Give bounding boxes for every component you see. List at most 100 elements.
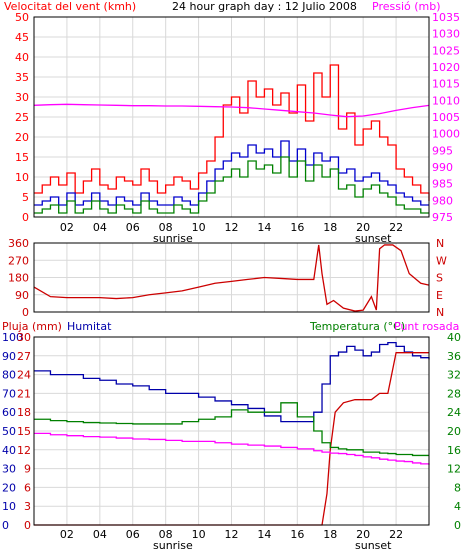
hour-tick-label: 02 [60,528,74,541]
wind-avg-line [34,140,429,206]
hour-tick-label: 04 [93,221,107,234]
pressure-tick-label: 1020 [432,61,460,74]
direction-tick-label: 0 [22,306,29,319]
hour-tick-label: 12 [225,528,239,541]
humidity-tick-label: 100 [2,331,23,344]
humidity-tick-label: 70 [2,387,16,400]
rain-tick-label: 0 [24,519,31,532]
compass-letter: W [436,254,447,267]
pressure-tick-label: 1035 [432,11,460,24]
pressure-tick-label: 1000 [432,128,460,141]
humidity-tick-label: 10 [2,500,16,513]
panel2-degree-ticks: 360 270 180 90 0 [8,237,29,319]
pressure-tick-label: 975 [432,211,453,224]
humidity-tick-label: 80 [2,369,16,382]
rain-tick-label: 27 [17,350,31,363]
temperature-tick-label: 0 [454,519,461,532]
wind-tick-label: 5 [22,191,29,204]
wind-tick-label: 45 [15,31,29,44]
temperature-line [34,402,429,457]
temperature-tick-label: 4 [454,500,461,513]
wind-tick-label: 10 [15,171,29,184]
pressure-tick-label: 990 [432,161,453,174]
panel1-series [33,64,430,214]
hour-tick-label: 22 [389,221,403,234]
humidity-tick-label: 50 [2,425,16,438]
hour-tick-label: 14 [257,528,271,541]
hour-tick-label: 10 [192,221,206,234]
panel3-frame [33,336,430,526]
rain-tick-label: 24 [17,369,31,382]
chart-title: 24 hour graph day : 12 Julio 2008 [172,0,357,13]
hour-tick-label: 04 [93,528,107,541]
panel1-frame [33,16,430,218]
humidity-tick-label: 20 [2,481,16,494]
humidity-label: Humitat [67,320,112,333]
wind-tick-label: 25 [15,111,29,124]
dewpoint-line [34,432,430,465]
pressure-tick-label: 980 [432,194,453,207]
pressure-tick-label: 985 [432,178,453,191]
panel1-wind-ticks: 0 5 10 15 20 25 30 35 40 45 50 [15,11,29,224]
wind-tick-label: 40 [15,51,29,64]
wind-direction-line [33,244,430,312]
hour-tick-label: 16 [290,528,304,541]
temperature-tick-label: 16 [447,444,461,457]
sunrise-label-3: sunrise [153,539,193,552]
temperature-label: Temperatura (°C) [309,320,405,333]
hour-tick-label: 20 [356,221,370,234]
hour-tick-label: 20 [356,528,370,541]
pressure-tick-label: 1005 [432,111,460,124]
temperature-tick-label: 12 [447,463,461,476]
temperature-tick-label: 20 [447,425,461,438]
temperature-tick-label: 36 [447,350,461,363]
pressure-tick-label: 995 [432,144,453,157]
pressure-label: Pressió (mb) [372,0,441,13]
rain-tick-label: 21 [17,387,31,400]
sunset-label-1: sunset [355,232,392,245]
rain-tick-label: 12 [17,444,31,457]
hour-tick-label: 14 [257,221,271,234]
pressure-tick-label: 1010 [432,94,460,107]
pressure-tick-label: 1030 [432,28,460,41]
panel3-hour-ticks: 02 04 06 08 10 12 14 16 18 20 22 [60,528,403,541]
temperature-tick-label: 8 [454,481,461,494]
wind-tick-label: 50 [15,11,29,24]
temperature-tick-label: 24 [447,406,461,419]
hour-tick-label: 22 [389,528,403,541]
direction-tick-label: 180 [8,272,29,285]
direction-tick-label: 270 [8,254,29,267]
humidity-tick-label: 0 [2,519,9,532]
sunset-label-3: sunset [355,539,392,552]
hour-tick-label: 06 [126,221,140,234]
hour-tick-label: 12 [225,221,239,234]
rain-label: Pluja (mm) [2,320,62,333]
panel2-series [33,244,430,312]
hour-tick-label: 08 [159,221,173,234]
rain-tick-label: 15 [17,425,31,438]
temperature-tick-label: 32 [447,369,461,382]
panel2-frame [33,242,430,313]
wind-tick-label: 15 [15,151,29,164]
pressure-tick-label: 1015 [432,78,460,91]
hour-tick-label: 10 [192,528,206,541]
direction-tick-label: 360 [8,237,29,250]
wind-gust-line [34,64,430,201]
wind-low-line [34,156,429,214]
sunrise-label-1: sunrise [153,232,193,245]
dewpoint-label: Punt rosada [394,320,459,333]
compass-letter: N [436,237,444,250]
compass-letter: E [436,289,443,302]
hour-tick-label: 06 [126,528,140,541]
rain-tick-label: 3 [24,500,31,513]
wind-tick-label: 30 [15,91,29,104]
humidity-line [34,341,430,423]
rain-tick-label: 9 [24,463,31,476]
pressure-line [33,103,430,118]
hour-tick-label: 18 [323,221,337,234]
wind-tick-label: 20 [15,131,29,144]
humidity-tick-label: 40 [2,444,16,457]
